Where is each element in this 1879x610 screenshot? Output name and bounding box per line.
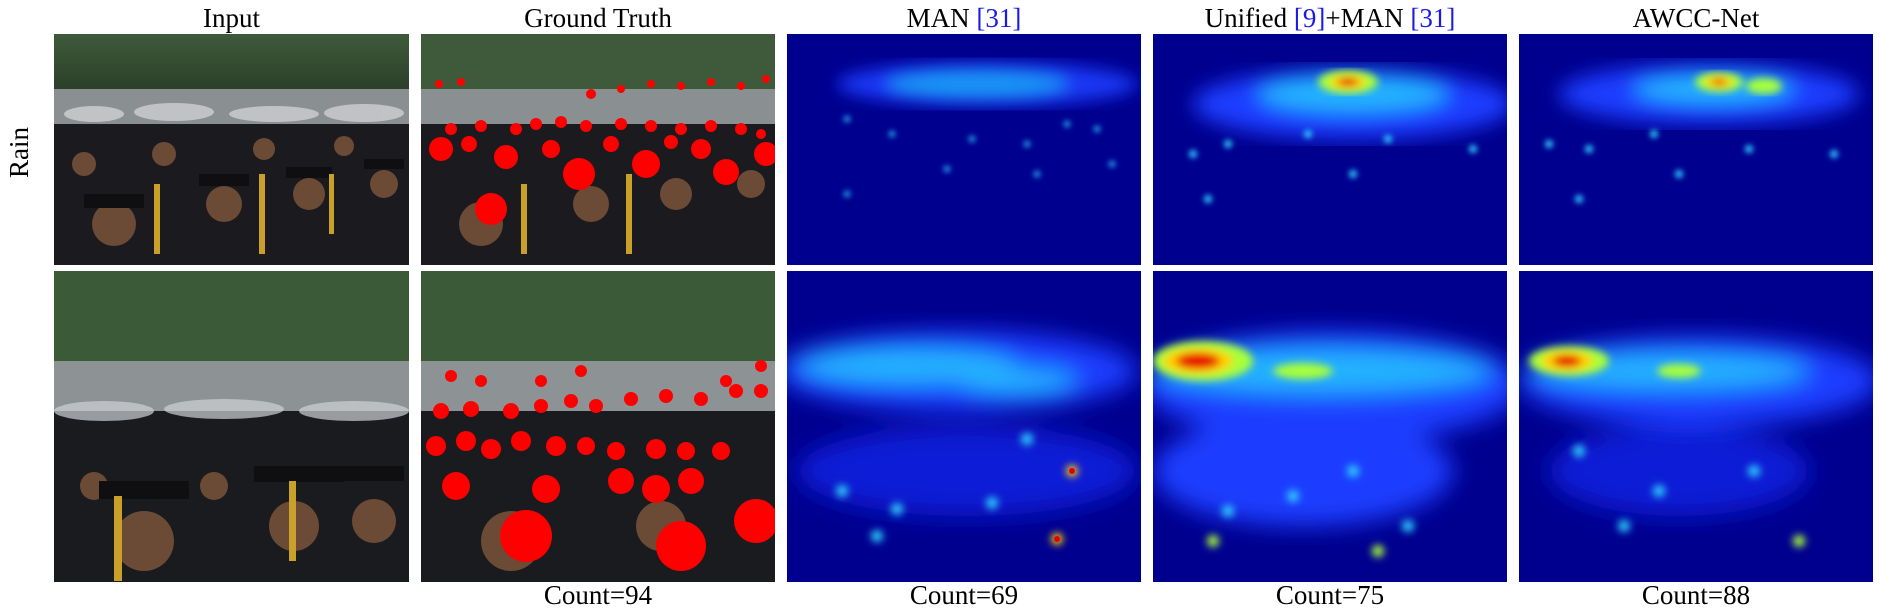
column-title-awcc-net: AWCC-Net [1632, 3, 1760, 33]
column-title-input: Input [203, 3, 260, 33]
ground-truth-photo-1 [421, 34, 775, 265]
row-label-rain: Rain [4, 127, 34, 178]
density-map-awcc-net-2 [1519, 271, 1873, 582]
method-name: MAN [906, 3, 977, 33]
density-map-man-2 [787, 271, 1141, 582]
count-unified-man: Count=75 [1275, 580, 1385, 610]
gt-head-markers [429, 75, 775, 225]
input-photo-1 [54, 34, 409, 265]
count-ground-truth: Count=94 [543, 580, 653, 610]
method-name: Unified [1204, 3, 1294, 33]
density-map-unified-man-2 [1153, 271, 1507, 582]
citation: [9] [1293, 3, 1326, 33]
density-map-unified-man-1 [1153, 34, 1507, 265]
citation: [31] [976, 3, 1022, 33]
density-map-awcc-net-1 [1519, 34, 1873, 265]
method-name: +MAN [1325, 3, 1411, 33]
column-title-man: MAN [31] [787, 2, 1141, 34]
density-map-man-1 [787, 34, 1141, 265]
gt-head-markers [426, 360, 775, 571]
citation: [31] [1410, 3, 1456, 33]
input-photo-2 [54, 271, 409, 582]
ground-truth-photo-2 [421, 271, 775, 582]
column-title-ground-truth: Ground Truth [524, 3, 672, 33]
count-man: Count=69 [909, 580, 1019, 610]
count-awcc-net: Count=88 [1641, 580, 1751, 610]
column-title-unified-man: Unified [9]+MAN [31] [1153, 2, 1507, 34]
